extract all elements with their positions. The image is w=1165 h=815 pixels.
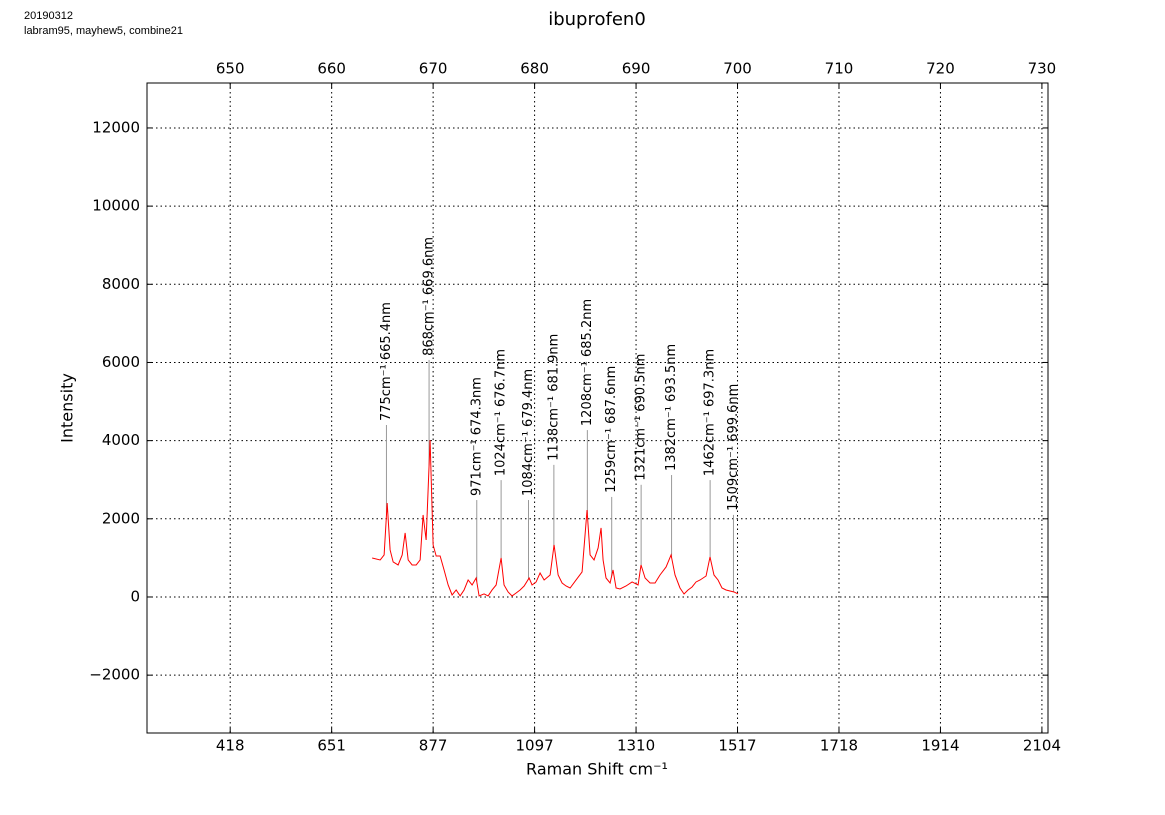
- x-top-tick-label: 710: [825, 60, 854, 78]
- annotation-label: 775cm⁻¹ 665.4nm: [379, 302, 394, 421]
- x-top-tick-label: 650: [216, 60, 245, 78]
- x-bottom-tick-label: 1914: [921, 737, 959, 755]
- annotation-label: 1084cm⁻¹ 679.4nm: [521, 369, 536, 496]
- annotation-label: 1259cm⁻¹ 687.6nm: [604, 366, 619, 493]
- date-note: 20190312: [24, 10, 73, 22]
- annotation-label: 1382cm⁻¹ 693.5nm: [664, 344, 679, 471]
- x-axis-label: Raman Shift cm⁻¹: [526, 760, 668, 779]
- annotation-label: 1208cm⁻¹ 685.2nm: [580, 299, 595, 426]
- x-top-tick-label: 700: [723, 60, 752, 78]
- y-tick-label: 12000: [92, 118, 140, 136]
- x-bottom-tick-label: 877: [419, 737, 448, 755]
- x-bottom-tick-label: 418: [216, 737, 245, 755]
- annotation-label: 1024cm⁻¹ 676.7nm: [494, 349, 509, 476]
- x-top-tick-label: 670: [419, 60, 448, 78]
- y-tick-label: 4000: [102, 431, 140, 449]
- x-top-tick-label: 730: [1028, 60, 1057, 78]
- x-bottom-tick-label: 1097: [515, 737, 553, 755]
- x-bottom-tick-label: 651: [317, 737, 346, 755]
- source-note: labram95, mayhew5, combine21: [24, 25, 183, 37]
- chart-title: ibuprofen0: [548, 9, 646, 30]
- x-bottom-tick-label: 1517: [718, 737, 756, 755]
- x-bottom-tick-label: 1718: [820, 737, 858, 755]
- y-tick-label: −2000: [89, 666, 140, 684]
- y-tick-label: 10000: [92, 197, 140, 215]
- y-tick-label: 6000: [102, 353, 140, 371]
- annotation-label: 1509cm⁻¹ 699.6nm: [726, 384, 741, 511]
- y-tick-label: 2000: [102, 509, 140, 527]
- annotation-label: 971cm⁻¹ 674.3nm: [469, 377, 484, 496]
- annotation-label: 1138cm⁻¹ 681.9nm: [546, 334, 561, 461]
- spectrum-line: [372, 439, 739, 597]
- annotation-label: 868cm⁻¹ 669.6nm: [422, 237, 437, 356]
- annotation-label: 1321cm⁻¹ 690.5nm: [634, 354, 649, 481]
- x-top-tick-label: 660: [317, 60, 346, 78]
- plot-frame: [146, 82, 1049, 734]
- y-tick-label: 8000: [102, 275, 140, 293]
- x-top-tick-label: 720: [926, 60, 955, 78]
- x-top-tick-label: 680: [520, 60, 549, 78]
- annotation-label: 1462cm⁻¹ 697.3nm: [703, 349, 718, 476]
- x-bottom-tick-label: 1310: [617, 737, 655, 755]
- y-tick-label: 0: [130, 587, 140, 605]
- y-axis-label: Intensity: [58, 373, 77, 443]
- x-bottom-tick-label: 2104: [1023, 737, 1061, 755]
- x-top-tick-label: 690: [622, 60, 651, 78]
